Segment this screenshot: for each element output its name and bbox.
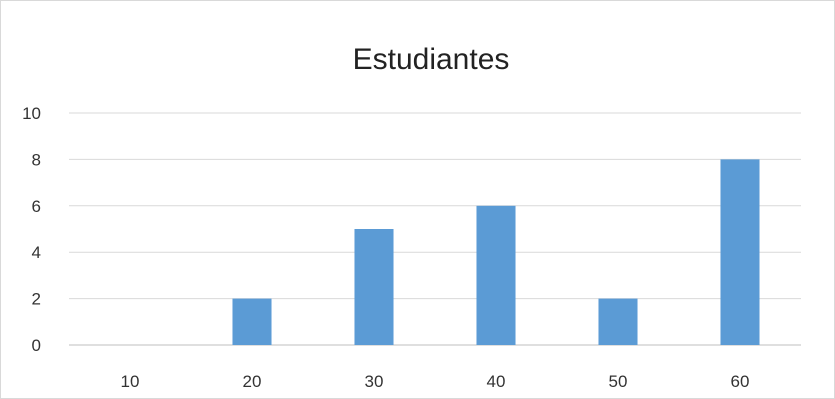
x-tick-label: 20 <box>243 372 262 391</box>
bar-50 <box>598 298 638 345</box>
gridlines <box>69 112 801 300</box>
y-tick-label: 4 <box>32 243 41 262</box>
bar-20 <box>232 298 272 345</box>
x-tick-label: 60 <box>731 372 750 391</box>
y-tick-label: 10 <box>22 104 41 123</box>
chart-title: Estudiantes <box>353 43 510 76</box>
x-tick-label: 10 <box>121 372 140 391</box>
x-tick-labels: 10 20 30 40 50 60 <box>121 372 750 391</box>
y-tick-label: 0 <box>32 336 41 355</box>
bar-60 <box>720 159 760 345</box>
x-tick-label: 40 <box>487 372 506 391</box>
y-tick-label: 6 <box>32 197 41 216</box>
x-tick-label: 50 <box>609 372 628 391</box>
bars <box>232 159 760 345</box>
bar-40 <box>476 205 516 345</box>
y-tick-labels: 0 2 4 6 8 10 <box>22 104 41 355</box>
bar-30 <box>354 229 394 345</box>
x-tick-label: 30 <box>365 372 384 391</box>
y-tick-label: 2 <box>32 290 41 309</box>
y-tick-label: 8 <box>32 150 41 169</box>
